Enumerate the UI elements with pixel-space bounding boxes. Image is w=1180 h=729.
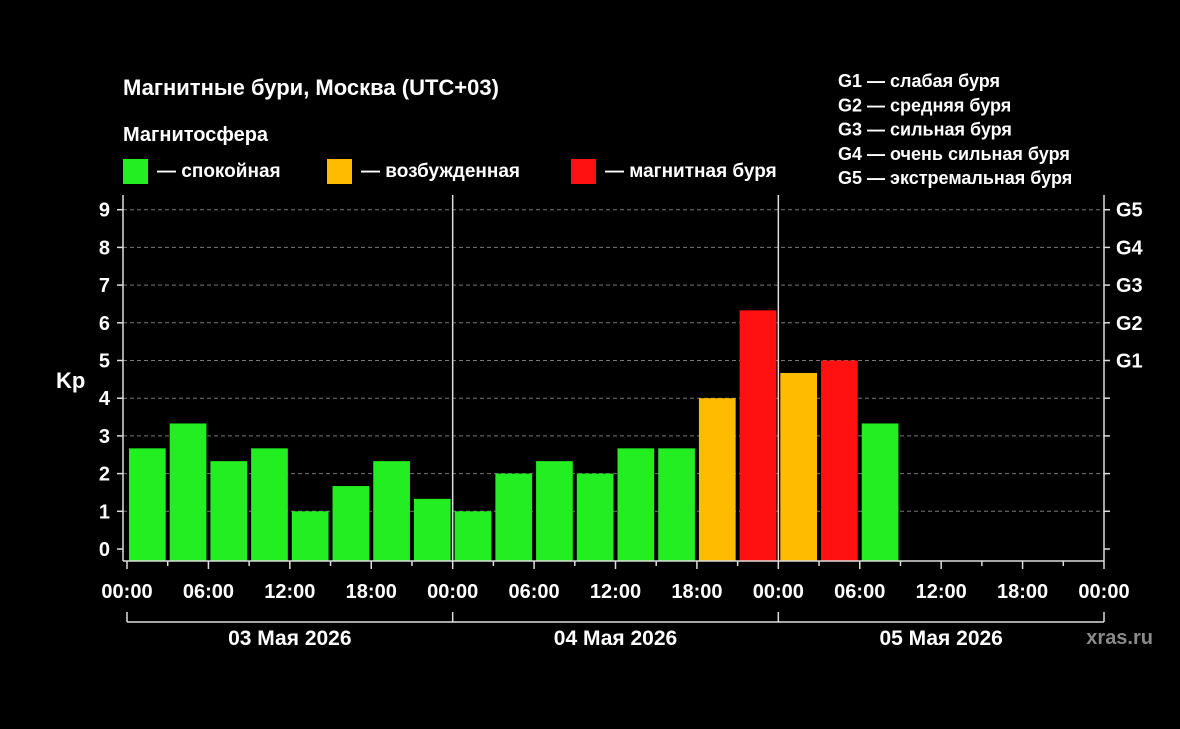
kp-bar	[210, 461, 248, 561]
storm-level-label: G1	[1116, 351, 1143, 373]
y-tick-label: 7	[99, 275, 110, 297]
x-tick-label: 00:00	[1078, 581, 1129, 603]
axes	[117, 195, 1110, 569]
chart-title: Магнитные бури, Москва (UTC+03)	[123, 75, 499, 100]
y-tick-label: 2	[99, 464, 110, 486]
kp-bar	[332, 486, 370, 561]
storm-level-label: G4	[1116, 237, 1144, 259]
legend-swatch-active	[327, 159, 352, 184]
storm-scale-item: G3 — сильная буря	[838, 120, 1012, 140]
kp-bar	[821, 360, 858, 561]
x-tick-label: 18:00	[997, 581, 1048, 603]
kp-bar	[739, 310, 777, 561]
legend-label-storm: — магнитная буря	[605, 161, 777, 182]
legend-title: Магнитосфера	[123, 124, 269, 146]
bars	[129, 310, 899, 561]
storm-scale-legend: G1 — слабая буря G2 — средняя буря G3 — си…	[838, 71, 1072, 188]
day-label: 03 Мая 2026	[228, 627, 351, 650]
kp-bar	[169, 423, 207, 561]
x-tick-label: 00:00	[101, 581, 152, 603]
y-tick-label: 1	[99, 501, 110, 523]
x-tick-label: 12:00	[264, 581, 315, 603]
kp-bar	[251, 448, 288, 561]
kp-bar	[536, 461, 573, 561]
x-axis-ticks: 00:00 06:00 12:00 18:00 00:00 06:00 12:00 18:00…	[101, 581, 1129, 603]
y-axis-ticks: 0 1 2 3 4 5 6 7 8 9	[99, 200, 111, 561]
kp-bar	[373, 461, 410, 561]
x-tick-label: 12:00	[916, 581, 967, 603]
x-tick-label: 18:00	[671, 581, 722, 603]
kp-bar	[617, 448, 655, 561]
y-axis-label: Kp	[56, 368, 85, 393]
y-tick-label: 8	[99, 237, 110, 259]
kp-bar	[576, 473, 614, 561]
kp-bar	[698, 398, 736, 561]
kp-bar	[495, 473, 533, 561]
storm-scale-item: G1 — слабая буря	[838, 71, 1000, 91]
kp-bar	[129, 448, 166, 561]
kp-bar	[780, 372, 818, 561]
watermark: xras.ru	[1086, 627, 1153, 649]
legend: — спокойная — возбужденная — магнитная бур…	[123, 159, 777, 184]
y-tick-label: 3	[99, 426, 110, 448]
x-tick-label: 00:00	[427, 581, 478, 603]
legend-swatch-quiet	[123, 159, 148, 184]
y-tick-label: 6	[99, 313, 110, 335]
storm-scale-item: G2 — средняя буря	[838, 95, 1011, 115]
legend-label-quiet: — спокойная	[157, 161, 281, 182]
x-tick-label: 12:00	[590, 581, 641, 603]
x-tick-label: 06:00	[834, 581, 885, 603]
kp-bar	[413, 498, 451, 561]
legend-label-active: — возбужденная	[361, 161, 520, 182]
y-tick-label: 5	[99, 351, 110, 373]
y-tick-label: 9	[99, 200, 110, 222]
storm-level-ticks: G1 G2 G3 G4 G5	[1116, 200, 1144, 373]
storm-scale-item: G5 — экстремальная буря	[838, 168, 1072, 188]
x-tick-label: 06:00	[509, 581, 560, 603]
y-tick-label: 0	[99, 539, 110, 561]
legend-swatch-storm	[571, 159, 596, 184]
x-tick-label: 18:00	[346, 581, 397, 603]
day-label: 05 Мая 2026	[879, 627, 1002, 650]
kp-bar	[658, 448, 695, 561]
storm-level-label: G5	[1116, 200, 1143, 222]
x-tick-label: 00:00	[753, 581, 804, 603]
kp-bar	[291, 511, 329, 561]
day-labels: 03 Мая 2026 04 Мая 2026 05 Мая 2026	[126, 612, 1105, 650]
kp-bar	[861, 423, 899, 561]
x-tick-label: 06:00	[183, 581, 234, 603]
storm-level-label: G3	[1116, 275, 1143, 297]
y-tick-label: 4	[99, 388, 111, 410]
storm-scale-item: G4 — очень сильная буря	[838, 144, 1070, 164]
kp-bar	[454, 511, 492, 561]
day-label: 04 Мая 2026	[554, 627, 677, 650]
storm-level-label: G2	[1116, 313, 1143, 335]
